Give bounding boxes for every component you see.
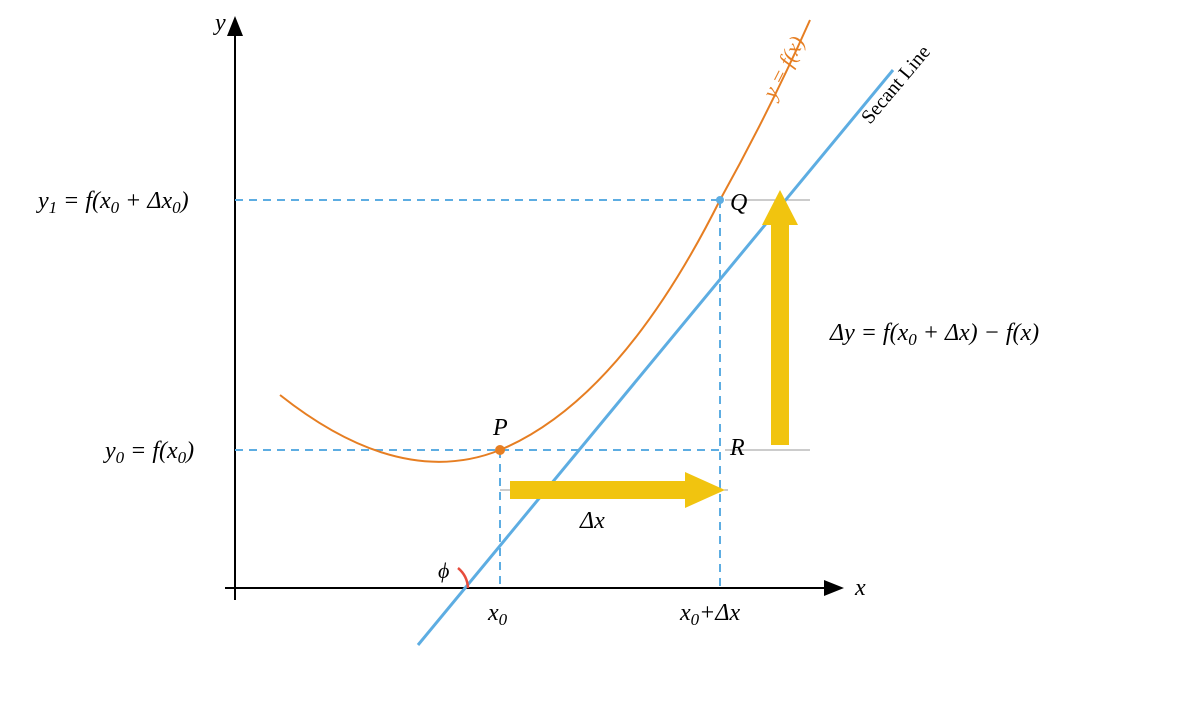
point-r-label: R [729, 435, 745, 461]
y-axis-label: y [213, 10, 226, 36]
angle-arc [458, 568, 468, 588]
point-p [495, 445, 505, 455]
y1-label: y1 = f(x0 + Δx0) [36, 188, 189, 217]
x0dx-tick: x0+Δx [679, 600, 740, 629]
curve-label: y = f(x) [756, 32, 809, 104]
dy-arrow [762, 190, 798, 445]
function-curve [280, 20, 810, 462]
secant-label: Secant Line [857, 41, 935, 128]
dx-label: Δx [579, 508, 605, 534]
phi-label: ϕ [438, 558, 449, 583]
y0-label: y0 = f(x0) [103, 438, 194, 467]
point-q-label: Q [730, 190, 747, 216]
x0-tick: x0 [487, 600, 508, 629]
dy-label: Δy = f(x0 + Δx) − f(x) [829, 320, 1039, 349]
secant-line [418, 70, 893, 645]
point-p-label: P [492, 415, 508, 441]
point-q [716, 196, 724, 204]
x-axis-label: x [854, 575, 866, 601]
dx-arrow [510, 472, 725, 508]
